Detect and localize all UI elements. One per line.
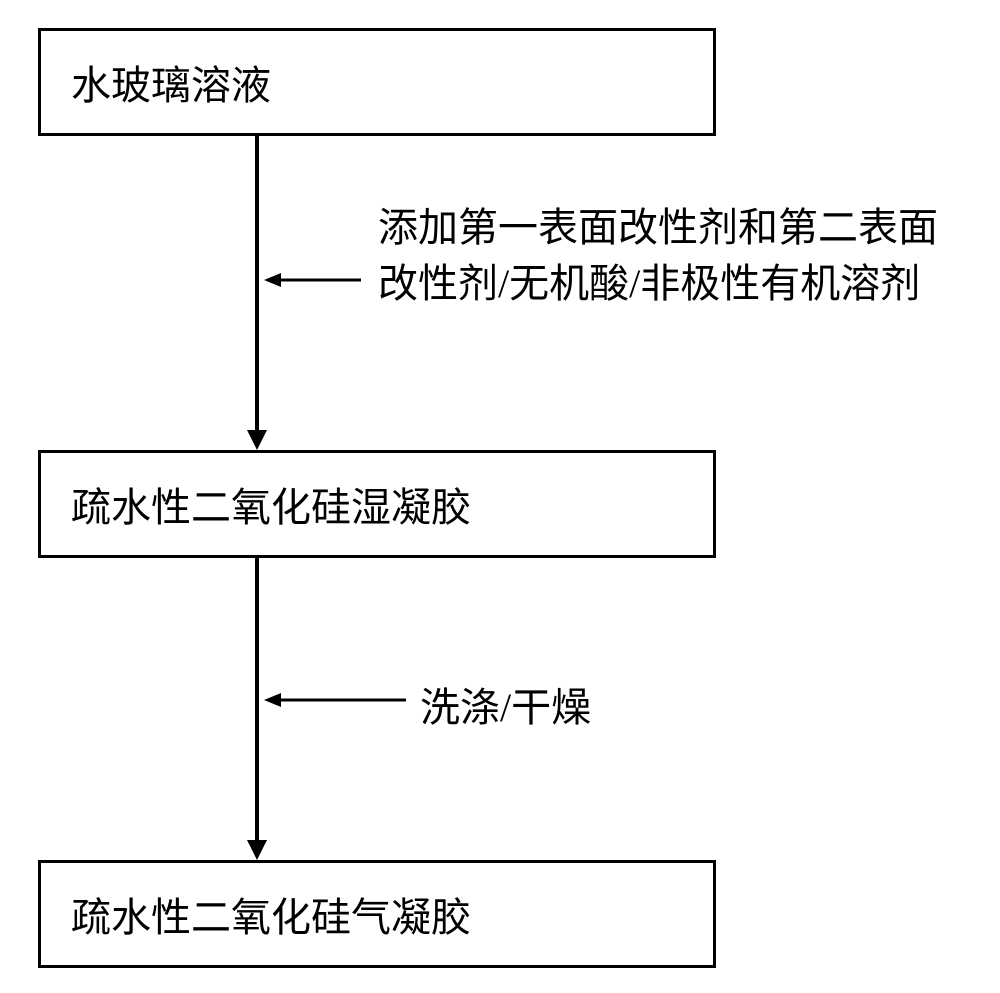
box-2-label: 疏水性二氧化硅湿凝胶 (71, 475, 471, 533)
annotation-2-text: 洗涤/干燥 (420, 685, 591, 730)
annotation-1: 添加第一表面改性剂和第二表面改性剂/无机酸/非极性有机溶剂 (378, 200, 968, 312)
flowchart-box-2: 疏水性二氧化硅湿凝胶 (38, 450, 716, 558)
annotation-1-text: 添加第一表面改性剂和第二表面改性剂/无机酸/非极性有机溶剂 (378, 205, 938, 306)
box-1-label: 水玻璃溶液 (71, 53, 271, 111)
flowchart-box-1: 水玻璃溶液 (38, 28, 716, 136)
flowchart-container: 水玻璃溶液 添加第一表面改性剂和第二表面改性剂/无机酸/非极性有机溶剂 疏水性二… (0, 0, 1000, 993)
box-3-label: 疏水性二氧化硅气凝胶 (71, 885, 471, 943)
arrow-side-2 (261, 690, 411, 710)
arrow-down-2 (245, 558, 269, 864)
arrow-side-1 (261, 270, 366, 290)
flowchart-box-3: 疏水性二氧化硅气凝胶 (38, 860, 716, 968)
annotation-2: 洗涤/干燥 (420, 680, 591, 736)
arrow-down-1 (245, 136, 269, 454)
